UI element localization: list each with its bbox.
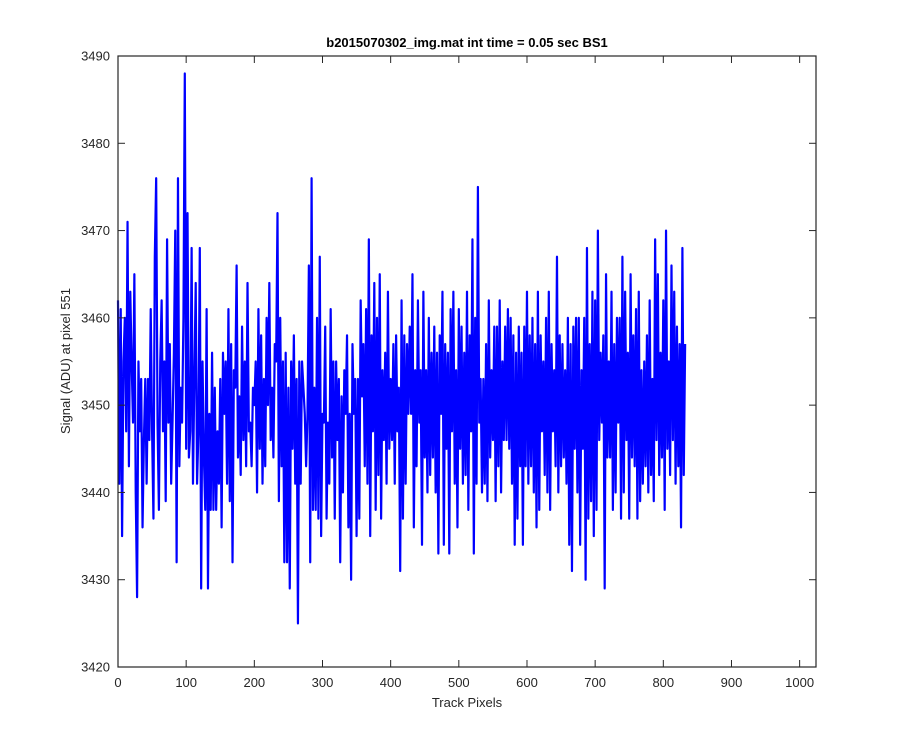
x-tick-label: 600 <box>516 675 538 690</box>
axes-box <box>117 55 817 668</box>
y-tick-label: 3480 <box>81 136 110 151</box>
x-tick-label: 0 <box>114 675 121 690</box>
chart-title: b2015070302_img.mat int time = 0.05 sec … <box>326 35 607 50</box>
x-tick-label: 1000 <box>785 675 814 690</box>
y-tick-label: 3460 <box>81 310 110 325</box>
y-tick-label: 3430 <box>81 572 110 587</box>
y-tick-label: 3420 <box>81 660 110 675</box>
x-axis-label: Track Pixels <box>432 695 503 710</box>
y-tick-label: 3440 <box>81 485 110 500</box>
x-tick-label: 400 <box>380 675 402 690</box>
y-tick-label: 3470 <box>81 223 110 238</box>
y-axis-label: Signal (ADU) at pixel 551 <box>58 288 73 434</box>
x-tick-label: 100 <box>175 675 197 690</box>
x-tick-label: 700 <box>584 675 606 690</box>
y-tick-label: 3450 <box>81 398 110 413</box>
x-tick-label: 300 <box>312 675 334 690</box>
x-tick-label: 500 <box>448 675 470 690</box>
y-tick-label: 3490 <box>81 49 110 64</box>
x-tick-label: 200 <box>243 675 265 690</box>
data-layer <box>116 72 687 625</box>
x-tick-label: 900 <box>721 675 743 690</box>
x-tick-label: 800 <box>652 675 674 690</box>
axes-layer: 0 100 200 300 400 500 600 700 800 900 1000 3420 3430… <box>81 49 817 690</box>
series-line-1 <box>116 72 687 625</box>
